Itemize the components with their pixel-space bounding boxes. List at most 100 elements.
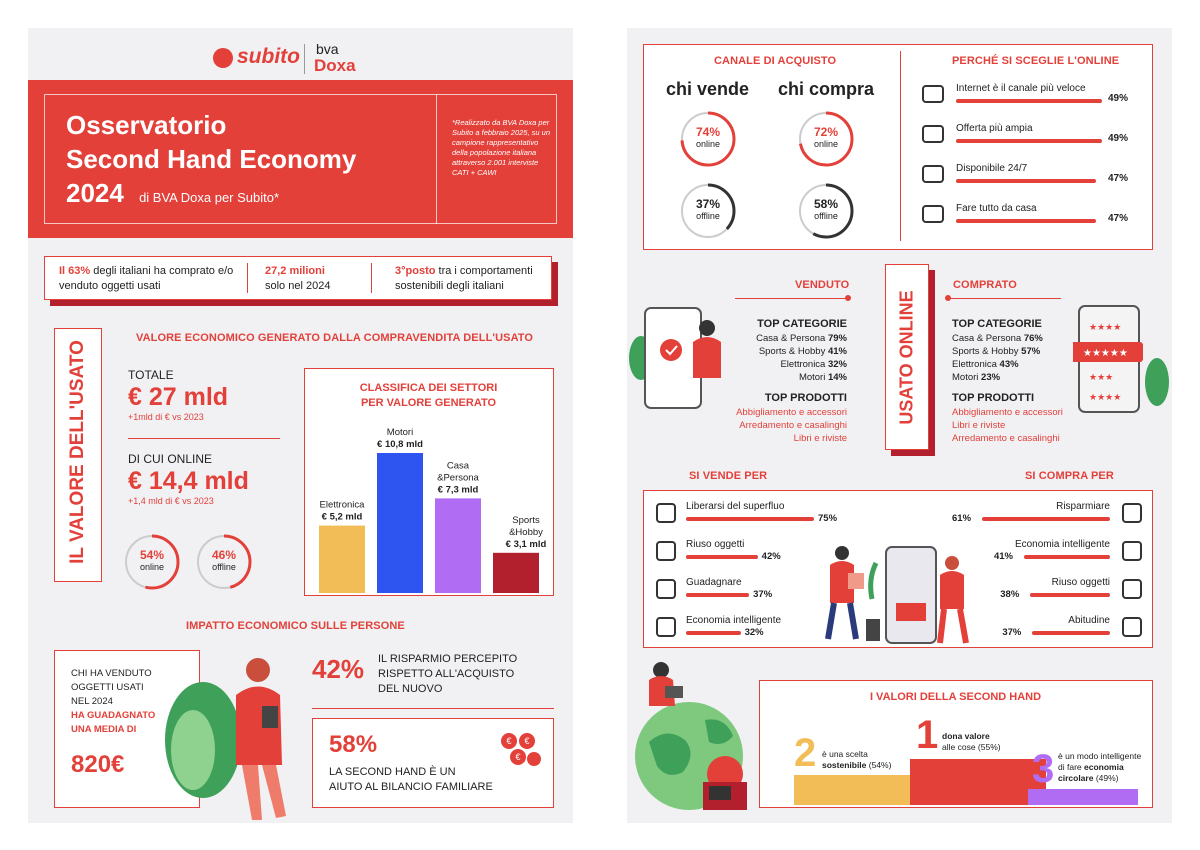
- p42-line1: IL RISPARMIO PERCEPITO: [378, 653, 518, 665]
- bag-icon: [656, 503, 676, 523]
- category-name: Sports & Hobby: [758, 346, 828, 357]
- perche-label: Internet è il canale più veloce: [956, 83, 1086, 94]
- category-name: Casa & Persona: [756, 333, 828, 344]
- ring-online: [124, 534, 180, 590]
- p42-line3: DEL NUOVO: [378, 683, 443, 695]
- t3-line1: è un modo intelligente: [1058, 751, 1142, 761]
- vende-pct: 42%: [761, 551, 781, 562]
- chi-line3: NEL 2024: [71, 696, 113, 707]
- category-pct: 76%: [1023, 333, 1043, 344]
- v-offline-label: offline: [696, 211, 720, 221]
- bilancio-box: 58% LA SECOND HAND È UN AIUTO AL BILANCI…: [312, 718, 554, 808]
- totale-label: TOTALE: [128, 368, 174, 382]
- compra-bar: [1032, 631, 1110, 635]
- perche-list: Internet è il canale più veloce 49% Offert…: [922, 81, 1146, 241]
- piggy-bank-icon: [656, 579, 676, 599]
- category-item: Casa & Persona 76%: [952, 332, 1082, 345]
- recycle-icon: [656, 541, 676, 561]
- t3-bold2: circolare: [1058, 773, 1094, 783]
- comprato-block: TOP CATEGORIE Casa & Persona 76% Sports &…: [952, 318, 1082, 445]
- bar-category-label-3: &Hobby: [509, 527, 543, 538]
- vende-pct: 32%: [744, 627, 764, 638]
- perche-row: Disponibile 24/7 47%: [922, 161, 1146, 195]
- person-icon: [1122, 617, 1142, 637]
- impatto-divider: [312, 708, 554, 709]
- title-sub: di BVA Doxa per Subito*: [139, 190, 280, 205]
- vende-row: Guadagnare 37%: [644, 577, 844, 611]
- chi-line1: CHI HA VENDUTO: [71, 668, 152, 679]
- svg-text:★★★★: ★★★★: [1089, 392, 1121, 402]
- bar-value-label-1: € 10,8 mld: [377, 439, 423, 450]
- person-illustration: [165, 658, 286, 820]
- guadagno-value: 820€: [71, 751, 125, 778]
- c-cats-list: Casa & Persona 76% Sports & Hobby 57% Elet…: [952, 332, 1082, 384]
- impatto-title: IMPATTO ECONOMICO SULLE PERSONE: [186, 620, 405, 632]
- c-offline-label: offline: [814, 211, 838, 221]
- ring-offline-pct: 46%: [211, 548, 237, 562]
- category-pct: 32%: [827, 359, 847, 370]
- comprato-dot: [945, 295, 951, 301]
- vende-pct: 75%: [818, 513, 838, 524]
- ring-offline: [196, 534, 252, 590]
- t2-rest: (54%): [866, 760, 892, 770]
- perche-title: PERCHÉ SI SCEGLIE L'ONLINE: [952, 55, 1120, 67]
- chat-icon: [656, 617, 676, 637]
- ring-online-label: online: [139, 562, 165, 572]
- totale-value: € 27 mld: [128, 383, 229, 411]
- title-line1: Osservatorio: [66, 110, 227, 140]
- title-year: 2024: [66, 178, 124, 208]
- doxa-logo: Doxa: [314, 56, 356, 75]
- compra-row: Riuso oggetti 38%: [950, 577, 1154, 611]
- p58-line2: AIUTO AL BILANCIO FAMILIARE: [329, 781, 493, 793]
- stat-divider-2: [371, 263, 372, 293]
- totale-divider: [128, 438, 280, 439]
- t3-rest: (49%): [1093, 773, 1119, 783]
- perche-pct: 49%: [1108, 133, 1129, 144]
- laptop-icon: [922, 85, 944, 103]
- vende-bar: [686, 517, 814, 521]
- bar-category-label-0: Elettronica: [320, 500, 366, 511]
- perche-bar: [956, 219, 1097, 223]
- v-topprod-title: TOP PRODOTTI: [764, 392, 847, 404]
- compra-pct: 38%: [1000, 589, 1020, 600]
- compra-title: SI COMPRA PER: [1025, 470, 1114, 482]
- category-item: Casa & Persona 79%: [723, 332, 847, 345]
- podium-first-number: 1: [916, 713, 939, 757]
- online-value: € 14,4 mld: [128, 467, 249, 495]
- left-page: subito bva Doxa Osservatorio Second Hand…: [28, 28, 573, 823]
- product-item: Abbigliamento e accessori: [952, 407, 1063, 418]
- bar-2: [435, 498, 481, 593]
- perche-bar: [956, 99, 1102, 103]
- podium-second-number: 2: [794, 731, 817, 775]
- totale-block: TOTALE € 27 mld +1mld di € vs 2023: [128, 368, 228, 422]
- canale-title: CANALE DI ACQUISTO: [714, 55, 837, 67]
- compra-pct: 61%: [952, 513, 972, 524]
- vende-title: SI VENDE PER: [689, 470, 768, 482]
- podium-third-number: 3: [1032, 747, 1055, 791]
- category-item: Sports & Hobby 57%: [952, 345, 1082, 358]
- stat-2-text: solo nel 2024: [265, 280, 331, 292]
- bar-value-label-2: € 7,3 mld: [438, 484, 479, 495]
- perche-label: Disponibile 24/7: [956, 163, 1028, 174]
- guadagno-text: CHI HA VENDUTO OGGETTI USATI NEL 2024 HA…: [71, 667, 155, 737]
- ring-c-online-text: 72% online: [796, 109, 856, 169]
- compra-label: Risparmiare: [1056, 501, 1110, 512]
- ring-v-offline: [680, 183, 736, 239]
- bar-category-label-1: Motori: [387, 427, 413, 438]
- podium-first: [910, 759, 1046, 805]
- t1-line1: dona valore: [942, 731, 990, 741]
- online-delta: +1,4 mld di € vs 2023: [128, 496, 214, 506]
- t2-line1: è una scelta: [822, 749, 868, 759]
- svg-text:★★★★: ★★★★: [1089, 322, 1121, 332]
- compra-row: Risparmiare 61%: [950, 501, 1154, 535]
- perche-row: Offerta più ampia 49%: [922, 121, 1146, 155]
- logo-area: subito bva Doxa: [213, 41, 413, 78]
- category-name: Casa & Persona: [952, 333, 1024, 344]
- bar-category-label-3: Sports: [512, 515, 540, 526]
- comprato-line: [949, 298, 1061, 299]
- compra-label: Abitudine: [1068, 615, 1110, 626]
- right-page: CANALE DI ACQUISTO chi vende chi compra …: [627, 28, 1172, 823]
- venduto-block: TOP CATEGORIE Casa & Persona 79% Sports &…: [723, 318, 847, 445]
- bar-1: [377, 453, 423, 593]
- svg-text:€: €: [515, 752, 520, 762]
